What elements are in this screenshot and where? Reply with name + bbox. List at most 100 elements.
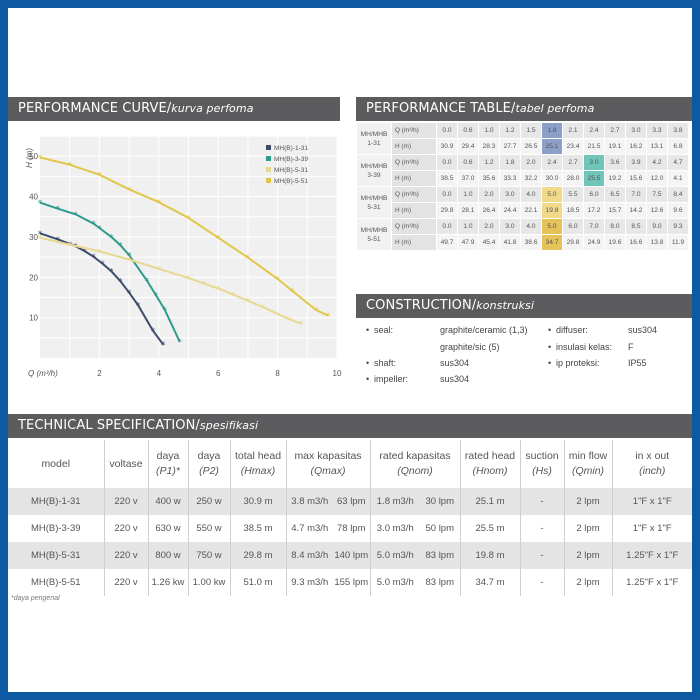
series-point: * [275,275,280,285]
y-tick-label: 30 [29,233,38,242]
spec-cell-hs: - [519,569,564,596]
col-header-daya-p2: daya (P2) [187,440,230,488]
series-point: * [118,241,123,251]
perf-cell: 0.6 [457,122,479,139]
series-point: * [261,304,266,314]
perf-cell: 32.2 [520,170,542,187]
series-point: * [151,327,156,337]
perf-cell: 9.6 [667,202,689,219]
perf-cell: 12.6 [646,202,668,219]
perf-cell: 24.4 [499,202,521,219]
spec-cell-p2: 1.00 kw [187,569,230,596]
construction-list: • seal: graphite/ceramic (1,3) graphite/… [356,322,692,392]
perf-cell: 47.9 [457,234,479,251]
perf-cell: 34.7 [541,234,563,251]
series-point: * [38,230,43,240]
perf-cell: 29.8 [562,234,584,251]
seal-value-2: graphite/sic (5) [440,342,500,352]
perf-cell: 49.7 [436,234,458,251]
series-point: * [67,241,72,251]
series-point: * [201,280,206,290]
perf-cell: 7.0 [625,186,647,203]
perf-cell: 1.0 [457,218,479,235]
spec-cell-qmax_m3: 9.3 m3/h [285,569,333,596]
spec-cell-qnom_lpm: 83 lpm [425,577,454,588]
spec-cell-qmax_lpm: 63 lpm [333,488,370,515]
performance-curve-chart: 2 4 6 8 10 10 20 30 40 50 Q (m³/h) H (m) * * * * * * * * * * *… [25,135,342,378]
spec-cell-p1: 630 w [147,515,188,542]
shaft-value: sus304 [440,358,470,368]
perf-cell: 6.8 [667,138,689,155]
perf-cell: 3.0 [499,218,521,235]
series-point: * [56,236,61,246]
perf-cell: 5.0 [541,186,563,203]
col-header-rated-kapasitas: rated kapasitas (Qnom) [369,440,460,488]
perf-cell: 2.4 [583,122,605,139]
series-point: * [118,277,123,287]
spec-cell-model: MH(B)-5-51 [30,577,81,588]
perf-cell: 6.0 [562,218,584,235]
perf-cell: 9.3 [667,218,689,235]
performance-table-header: PERFORMANCE TABLE/tabel perfoma [356,97,692,121]
performance-curve-title: PERFORMANCE CURVE/ [18,101,172,116]
perf-cell: 23.4 [562,138,584,155]
perf-cell: 2.1 [562,122,584,139]
spec-cell-p2: 550 w [187,515,230,542]
perf-cell: 14.2 [625,202,647,219]
spec-cell-volt: 220 v [103,569,148,596]
perf-cell: 2.0 [478,218,500,235]
series-point: * [231,291,236,301]
legend-label: MH(B)-1-31 [274,145,308,152]
spec-cell-qmax_lpm: 140 lpm [333,542,370,569]
perf-cell: 2.7 [562,154,584,171]
spec-cell-hnom: 25.5 m [459,515,520,542]
perf-cell: 27.7 [499,138,521,155]
perf-param-label: H (m) [391,234,437,251]
perf-cell: 2.0 [478,186,500,203]
legend-swatch [266,145,271,150]
perf-cell: 1.2 [499,122,521,139]
spec-cell-qnom_lpm: 50 lpm [425,523,454,534]
x-tick-label: 2 [97,369,102,378]
seal-value: graphite/ceramic (1,3) [440,325,528,335]
perf-cell: 2.7 [604,122,626,139]
y-tick-label: 10 [29,314,38,323]
series-point: * [162,306,167,316]
diffuser-label: diffuser: [556,325,588,335]
spec-cell-hnom: 25.1 m [459,488,520,515]
col-header-min-flow: min flow (Qmin) [563,440,612,488]
perf-cell: 8.5 [625,218,647,235]
series-line-1 [39,201,181,342]
col-header-voltase: voltase [103,440,148,488]
spec-cell-inout: 1"F x 1"F [611,515,692,542]
perf-cell: 4.7 [667,154,689,171]
perf-cell: 30.0 [541,170,563,187]
spec-cell-qmin: 2 lpm [563,569,612,596]
perf-cell: 15.6 [625,170,647,187]
performance-table-title: PERFORMANCE TABLE/ [366,101,516,116]
perf-row-h: H (m) 29.8 28.1 26.4 24.4 22.1 19.8 18.5 17.2 15.… [357,202,689,219]
perf-cell: 0.0 [436,122,458,139]
technical-spec-header: TECHNICAL SPECIFICATION/spesifikasi [8,414,692,438]
perf-cell: 7.0 [583,218,605,235]
bullet-icon: • [548,358,552,368]
perf-row-q: MH/MHB 5-51 Q (m³/h) 0.0 1.0 2.0 3.0 4.0 5.0 6.0… [356,218,689,251]
col-header-suction: suction (Hs) [519,440,564,488]
perf-cell: 16.2 [625,138,647,155]
insulasi-value: F [628,342,634,352]
series-point: * [82,248,87,258]
spec-cell-model: MH(B)-5-31 [8,542,104,569]
legend-swatch [266,156,271,161]
legend-label: MH(B)-5-51 [274,178,308,185]
impeller-label: impeller: [374,374,409,384]
perf-cell: 5.5 [562,186,584,203]
spec-cell-qnom_m3: 3.0 m3/h [369,515,420,542]
perf-cell: 25.5 [583,170,605,187]
y-axis-label: H (m) [25,148,34,168]
col-header-in-out: in x out (inch) [611,440,692,488]
spec-cell-p2: 750 w [187,542,230,569]
ip-label: ip proteksi: [556,358,600,368]
series-point: * [38,199,43,209]
perf-param-label: Q (m³/h) [391,154,437,171]
perf-cell: 0.0 [436,154,458,171]
